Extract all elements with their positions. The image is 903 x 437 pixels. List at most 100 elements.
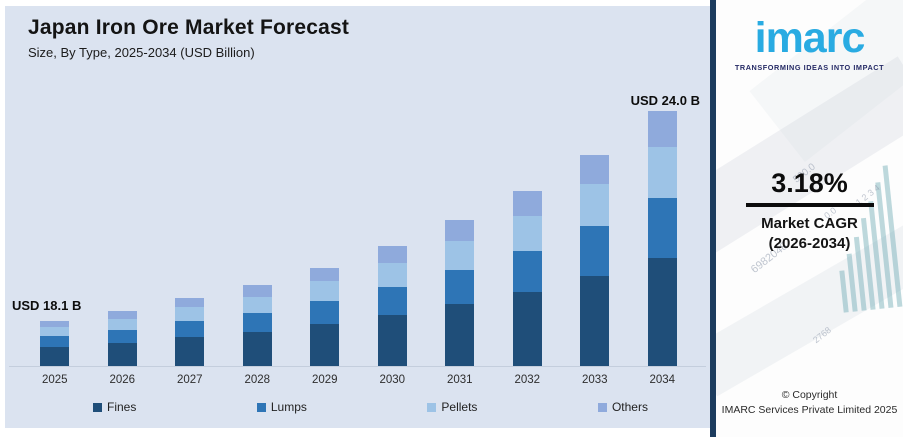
cagr-underline	[745, 203, 874, 207]
bar-stack-2034	[647, 111, 677, 366]
year-label-2033: 2033	[581, 374, 608, 386]
legend-swatch-lumps	[256, 402, 266, 412]
bar-segment-pellets-2031	[445, 241, 475, 270]
bar-column-2025	[21, 66, 89, 366]
bar-segment-pellets-2027	[175, 307, 205, 321]
bar-segment-fines-2031	[445, 304, 475, 366]
bar-segment-lumps-2034	[647, 198, 677, 258]
bar-segment-fines-2030	[377, 315, 407, 366]
bar-segment-others-2030	[377, 246, 407, 263]
bar-segment-pellets-2030	[377, 263, 407, 287]
year-label-2030: 2030	[379, 374, 406, 386]
cagr-label-line1: Market CAGR	[761, 215, 858, 232]
x-axis-line	[9, 366, 706, 367]
bar-segment-others-2031	[445, 220, 475, 241]
last-bar-value-label: USD 24.0 B	[630, 93, 700, 108]
bar-column-2029	[291, 66, 359, 366]
bar-segment-fines-2026	[107, 343, 137, 366]
bar-segment-others-2027	[175, 298, 205, 307]
bar-segment-others-2034	[647, 111, 677, 147]
sidebar: 500.0 0.0 6982048 1 2 3 4 2768 imarc TRANSFO…	[716, 0, 903, 437]
bar-column-2027	[156, 66, 224, 366]
bar-segment-others-2032	[512, 191, 542, 216]
bar-segment-fines-2025	[40, 347, 70, 366]
year-label-2026: 2026	[109, 374, 136, 386]
legend-item-pellets: Pellets	[427, 400, 477, 414]
bar-segment-lumps-2029	[310, 301, 340, 324]
bar-segment-fines-2034	[647, 258, 677, 366]
bar-segment-others-2029	[310, 268, 340, 281]
bar-column-2034	[629, 66, 697, 366]
legend-swatch-pellets	[427, 402, 437, 412]
bar-segment-lumps-2028	[242, 313, 272, 332]
bar-column-2028	[224, 66, 292, 366]
bar-segment-others-2026	[107, 311, 137, 319]
bar-stack-2028	[242, 285, 272, 366]
bars-plot	[21, 66, 696, 366]
bar-segment-fines-2027	[175, 337, 205, 366]
bar-column-2026	[89, 66, 157, 366]
copyright-block: © Copyright IMARC Services Private Limit…	[716, 388, 903, 417]
bar-segment-fines-2028	[242, 332, 272, 366]
x-axis-labels: 2025 2026 2027 2028 2029 2030 2031 2032 2033 2034	[21, 374, 696, 386]
page-title: Japan Iron Ore Market Forecast	[28, 16, 350, 39]
bar-stack-2025	[40, 321, 70, 366]
legend-item-lumps: Lumps	[256, 400, 307, 414]
bar-segment-lumps-2033	[580, 226, 610, 276]
legend-label-fines: Fines	[107, 400, 137, 414]
copyright-line1: © Copyright	[781, 389, 838, 401]
bar-segment-pellets-2026	[107, 319, 137, 330]
bar-stack-2031	[445, 220, 475, 366]
year-label-2025: 2025	[41, 374, 68, 386]
first-bar-value-label: USD 18.1 B	[12, 298, 82, 313]
bar-segment-lumps-2026	[107, 330, 137, 343]
bar-stack-2032	[512, 191, 542, 366]
bar-stack-2027	[175, 298, 205, 366]
bar-segment-pellets-2029	[310, 281, 340, 301]
year-label-2032: 2032	[514, 374, 541, 386]
imarc-logo: imarc TRANSFORMING IDEAS INTO IMPACT	[716, 14, 903, 73]
legend-label-lumps: Lumps	[270, 400, 307, 414]
cagr-label-line2: (2026-2034)	[768, 235, 851, 253]
sidebar-divider	[710, 0, 716, 437]
bar-column-2031	[426, 66, 494, 366]
legend-label-pellets: Pellets	[441, 400, 478, 414]
bar-segment-pellets-2033	[580, 184, 610, 226]
bar-segment-others-2025	[40, 321, 70, 327]
year-label-2031: 2031	[446, 374, 473, 386]
bar-stack-2026	[107, 311, 137, 366]
legend-swatch-fines	[93, 402, 102, 412]
imarc-logo-text: imarc	[754, 14, 866, 62]
bar-column-2033	[561, 66, 629, 366]
bar-segment-others-2028	[242, 285, 272, 297]
cagr-value: 3.18%	[771, 168, 848, 198]
year-label-2029: 2029	[311, 374, 338, 386]
bar-segment-lumps-2032	[512, 251, 542, 292]
legend-label-others: Others	[611, 400, 648, 414]
bar-segment-pellets-2034	[647, 147, 677, 198]
bar-segment-fines-2029	[310, 324, 340, 366]
year-label-2034: 2034	[649, 374, 676, 386]
bar-segment-lumps-2031	[445, 270, 475, 304]
chart-panel: Japan Iron Ore Market Forecast Size, By …	[5, 6, 710, 428]
bar-column-2030	[359, 66, 427, 366]
bar-segment-lumps-2025	[40, 336, 70, 347]
legend-item-others: Others	[597, 400, 648, 414]
cagr-block: 3.18% Market CAGR (2026-2034)	[716, 168, 903, 255]
bar-column-2032	[494, 66, 562, 366]
bar-segment-fines-2033	[580, 276, 610, 366]
imarc-logo-tagline: TRANSFORMING IDEAS INTO IMPACT	[734, 63, 885, 73]
bar-stack-2030	[377, 246, 407, 366]
legend: Fines Lumps Pellets Others	[93, 400, 648, 414]
bar-stack-2029	[310, 268, 340, 366]
bar-segment-others-2033	[580, 155, 610, 184]
year-label-2027: 2027	[176, 374, 203, 386]
bar-stack-2033	[580, 155, 610, 366]
page-subtitle: Size, By Type, 2025-2034 (USD Billion)	[28, 45, 255, 60]
legend-item-fines: Fines	[93, 400, 136, 414]
bar-segment-pellets-2025	[40, 327, 70, 336]
copyright-line2: IMARC Services Private Limited 2025	[721, 403, 898, 416]
bar-segment-fines-2032	[512, 292, 542, 366]
bar-segment-lumps-2030	[377, 287, 407, 315]
